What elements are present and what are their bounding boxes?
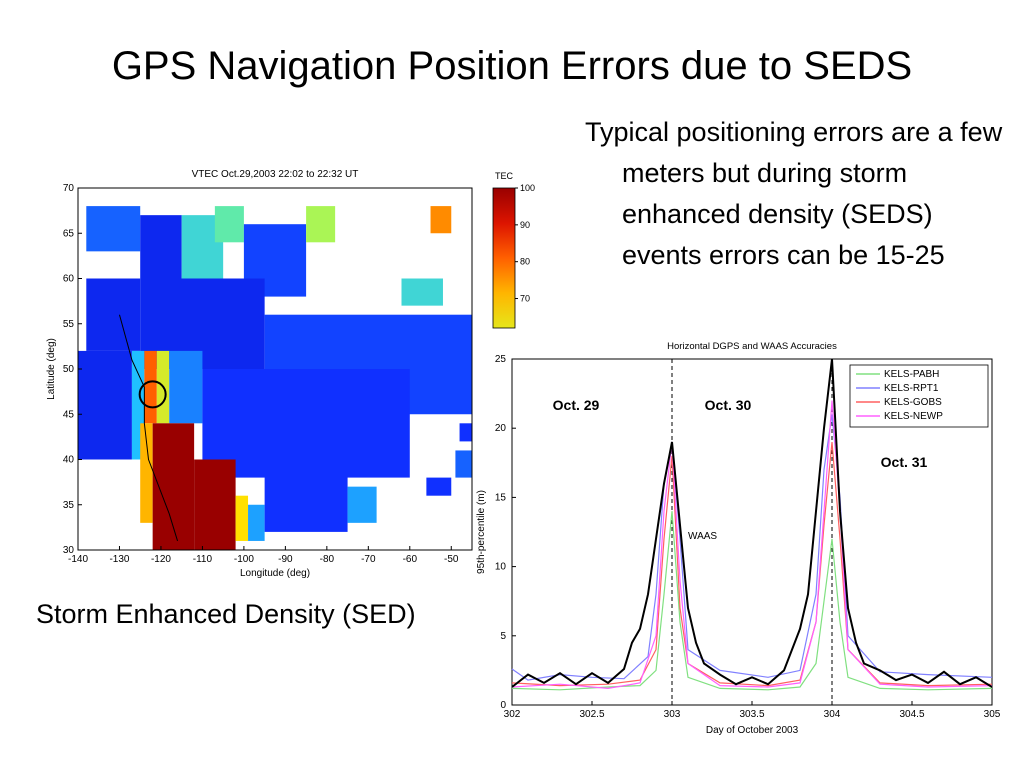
heatmap-cell (214, 206, 244, 243)
line-chart-ylabel: 95th-percentile (m) (476, 490, 487, 574)
day-label: Oct. 31 (881, 454, 928, 470)
x-tick-label: -100 (234, 554, 254, 565)
heatmap-caption: Storm Enhanced Density (SED) (36, 599, 416, 629)
colorbar-label: TEC (495, 171, 514, 181)
x-tick-label: -80 (320, 554, 335, 565)
heatmap-cells (78, 206, 472, 550)
y-tick-label: 50 (63, 364, 75, 375)
heatmap-cell (264, 459, 348, 532)
y-tick-label: 20 (495, 423, 507, 434)
sed-circle-marker (138, 380, 167, 409)
legend-label: KELS-GOBS (884, 397, 942, 408)
legend-label: KELS-NEWP (884, 411, 943, 422)
x-tick-label: -70 (361, 554, 376, 565)
y-tick-label: 35 (63, 500, 75, 511)
heatmap-cell (144, 350, 157, 424)
y-tick-label: 25 (495, 354, 507, 365)
x-tick-label: 302 (504, 709, 521, 720)
x-tick-label: -110 (193, 554, 213, 565)
x-tick-label: -120 (151, 554, 171, 565)
heatmap-cell (194, 459, 236, 550)
y-tick-label: 65 (63, 228, 75, 239)
legend-label: KELS-RPT1 (884, 383, 939, 394)
x-tick-label: 302.5 (579, 709, 604, 720)
heatmap-cell (86, 206, 141, 252)
day-label: Oct. 30 (705, 397, 752, 413)
day-label: Oct. 29 (553, 397, 600, 413)
heatmap-cell (78, 350, 132, 460)
y-tick-label: 5 (500, 631, 506, 642)
colorbar-tick-label: 80 (520, 257, 530, 267)
heatmap-cell (235, 495, 249, 541)
x-tick-label: -90 (278, 554, 293, 565)
accuracy-line-chart: Horizontal DGPS and WAAS Accuracies 302 30… (476, 341, 1001, 736)
y-tick-label: 60 (63, 274, 75, 285)
waas-annotation: WAAS (688, 531, 717, 542)
bullet-text: Typical positioning errors are a few met… (585, 112, 1005, 276)
legend-label: KELS-PABH (884, 369, 939, 380)
colorbar-tick-label: 70 (520, 294, 530, 304)
x-tick-label: 303.5 (739, 709, 764, 720)
x-tick-label: 304 (824, 709, 841, 720)
heatmap-cell (248, 504, 265, 541)
heatmap-cell (430, 206, 452, 234)
x-tick-label: -130 (109, 554, 129, 565)
coastline-outline (118, 314, 179, 542)
heatmap-cell (347, 486, 377, 523)
y-tick-label: 40 (63, 455, 75, 466)
heatmap-cell (86, 278, 141, 351)
y-tick-label: 55 (63, 319, 75, 330)
series-line-kels-pabh (511, 511, 993, 691)
bullet-item: Typical positioning errors are a few met… (585, 117, 1003, 270)
x-tick-label: -50 (444, 554, 459, 565)
y-tick-label: 15 (495, 492, 507, 503)
heatmap-cell (140, 423, 153, 523)
line-chart-xlabel: Day of October 2003 (706, 725, 799, 736)
y-tick-label: 70 (63, 183, 75, 194)
series-line-kels-newp (511, 400, 993, 690)
heatmap-cell (426, 477, 452, 496)
y-tick-label: 10 (495, 562, 507, 573)
heatmap-cell (401, 278, 443, 306)
heatmap-title: VTEC Oct.29,2003 22:02 to 22:32 UT (192, 169, 359, 180)
colorbar (492, 187, 516, 329)
y-tick-label: 0 (500, 700, 506, 711)
y-tick-label: 45 (63, 409, 75, 420)
series-line-waas (511, 358, 993, 688)
x-tick-label: -60 (403, 554, 418, 565)
colorbar-tick-label: 100 (520, 183, 535, 193)
line-chart-title: Horizontal DGPS and WAAS Accuracies (667, 341, 837, 352)
x-tick-label: 303 (664, 709, 681, 720)
heatmap-cell (455, 450, 472, 478)
heatmap-xlabel: Longitude (deg) (240, 568, 310, 579)
x-tick-label: 305 (984, 709, 1001, 720)
colorbar-tick-label: 90 (520, 220, 530, 230)
heatmap-cell (306, 206, 336, 243)
slide-title: GPS Navigation Position Errors due to SE… (111, 44, 913, 88)
heatmap-cell (140, 215, 182, 279)
heatmap-cell (459, 423, 472, 442)
x-tick-label: -140 (68, 554, 88, 565)
x-tick-label: 304.5 (899, 709, 924, 720)
y-tick-label: 30 (63, 545, 75, 556)
tec-heatmap: VTEC Oct.29,2003 22:02 to 22:32 UT -140 -1… (46, 169, 535, 579)
heatmap-cell (169, 350, 203, 424)
heatmap-ylabel: Latitude (deg) (46, 338, 57, 400)
